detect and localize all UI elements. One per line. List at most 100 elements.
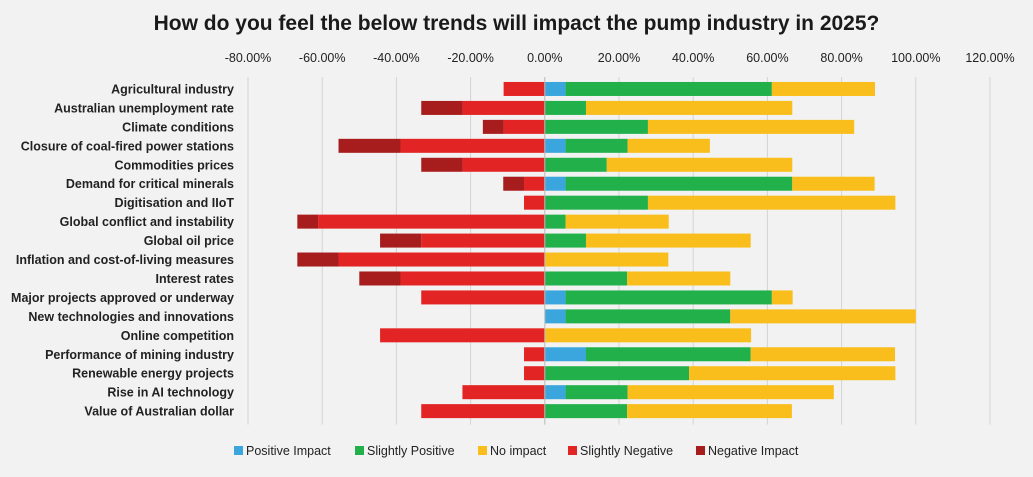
- legend-swatch: [234, 446, 243, 455]
- bar-segment: [421, 290, 545, 305]
- bar-segment: [503, 119, 545, 134]
- bar-segment: [544, 138, 566, 153]
- x-tick-label: 120.00%: [965, 51, 1014, 65]
- bar-segment: [524, 195, 545, 210]
- category-label: Major projects approved or underway: [11, 291, 234, 305]
- bar-segment: [318, 214, 545, 229]
- bar-segment: [421, 157, 463, 172]
- category-label: Inflation and cost-of-living measures: [16, 253, 234, 267]
- category-label: New technologies and innovations: [28, 310, 234, 324]
- bar-segment: [400, 271, 545, 286]
- bar-segment: [627, 271, 731, 286]
- bar-segment: [771, 81, 875, 96]
- x-tick-label: -40.00%: [373, 51, 420, 65]
- bar-segment: [544, 271, 628, 286]
- bar-segment: [544, 119, 648, 134]
- chart-title: How do you feel the below trends will im…: [153, 12, 880, 35]
- bar-segment: [565, 176, 793, 191]
- category-label: Australian unemployment rate: [54, 101, 234, 115]
- bar-segment: [606, 157, 793, 172]
- bar-segment: [462, 157, 545, 172]
- legend-label: No impact: [490, 444, 547, 458]
- bar-segment: [771, 290, 793, 305]
- bar-segment: [524, 176, 545, 191]
- bar-segment: [421, 100, 463, 115]
- legend-label: Slightly Positive: [367, 444, 455, 458]
- category-label: Global oil price: [144, 234, 234, 248]
- bar-segment: [730, 309, 916, 324]
- legend-label: Slightly Negative: [580, 444, 673, 458]
- x-tick-label: 40.00%: [672, 51, 714, 65]
- category-label: Commodities prices: [115, 158, 235, 172]
- category-label: Closure of coal-fired power stations: [21, 139, 234, 153]
- bar-segment: [544, 252, 669, 267]
- bar-segment: [421, 404, 545, 419]
- category-label: Rise in AI technology: [107, 386, 234, 400]
- category-label: Agricultural industry: [111, 82, 234, 96]
- bar-segment: [565, 290, 772, 305]
- bar-segment: [544, 309, 566, 324]
- bar-segment: [544, 366, 690, 381]
- bar-segment: [544, 328, 752, 343]
- bar-segment: [647, 195, 896, 210]
- x-tick-label: 80.00%: [820, 51, 862, 65]
- bar-segment: [544, 347, 586, 362]
- bar-segment: [380, 328, 545, 343]
- category-label: Global conflict and instability: [60, 215, 234, 229]
- legend-swatch: [568, 446, 577, 455]
- category-label: Demand for critical minerals: [66, 177, 234, 191]
- bar-segment: [750, 347, 896, 362]
- bar-segment: [503, 81, 545, 96]
- bar-segment: [544, 214, 566, 229]
- bar-segment: [544, 233, 586, 248]
- bar-segment: [400, 138, 545, 153]
- bar-segment: [462, 385, 545, 400]
- bar-segment: [544, 290, 566, 305]
- bar-segment: [565, 81, 772, 96]
- bar-segment: [565, 138, 628, 153]
- bar-segment: [524, 366, 545, 381]
- bar-segment: [544, 404, 628, 419]
- bar-segment: [544, 385, 566, 400]
- x-tick-label: -80.00%: [225, 51, 272, 65]
- bar-segment: [689, 366, 896, 381]
- bar-segment: [544, 157, 607, 172]
- category-label: Renewable energy projects: [72, 367, 234, 381]
- category-label: Climate conditions: [122, 120, 234, 134]
- bar-segment: [544, 81, 566, 96]
- bar-segment: [544, 195, 648, 210]
- x-tick-label: -20.00%: [447, 51, 494, 65]
- x-tick-label: -60.00%: [299, 51, 346, 65]
- x-tick-label: 20.00%: [598, 51, 640, 65]
- bar-segment: [482, 119, 504, 134]
- legend-swatch: [355, 446, 364, 455]
- bar-segment: [565, 309, 731, 324]
- bar-segment: [565, 385, 628, 400]
- bar-segment: [503, 176, 525, 191]
- bar-segment: [585, 100, 793, 115]
- bar-segment: [524, 347, 545, 362]
- bar-segment: [544, 176, 566, 191]
- x-tick-label: 0.00%: [527, 51, 562, 65]
- bar-segment: [565, 214, 669, 229]
- bar-segment: [792, 176, 875, 191]
- bar-segment: [627, 385, 834, 400]
- legend-label: Positive Impact: [246, 444, 331, 458]
- bar-segment: [297, 214, 319, 229]
- category-label: Performance of mining industry: [45, 348, 234, 362]
- bar-segment: [359, 271, 401, 286]
- category-label: Interest rates: [155, 272, 234, 286]
- legend-label: Negative Impact: [708, 444, 799, 458]
- category-label: Online competition: [121, 329, 234, 343]
- category-label: Value of Australian dollar: [84, 405, 234, 419]
- legend-swatch: [478, 446, 487, 455]
- bar-segment: [627, 138, 710, 153]
- bar-segment: [544, 100, 586, 115]
- category-label: Digitisation and IIoT: [115, 196, 235, 210]
- x-tick-label: 60.00%: [746, 51, 788, 65]
- bar-segment: [585, 347, 751, 362]
- bar-segment: [338, 138, 401, 153]
- x-tick-label: 100.00%: [891, 51, 940, 65]
